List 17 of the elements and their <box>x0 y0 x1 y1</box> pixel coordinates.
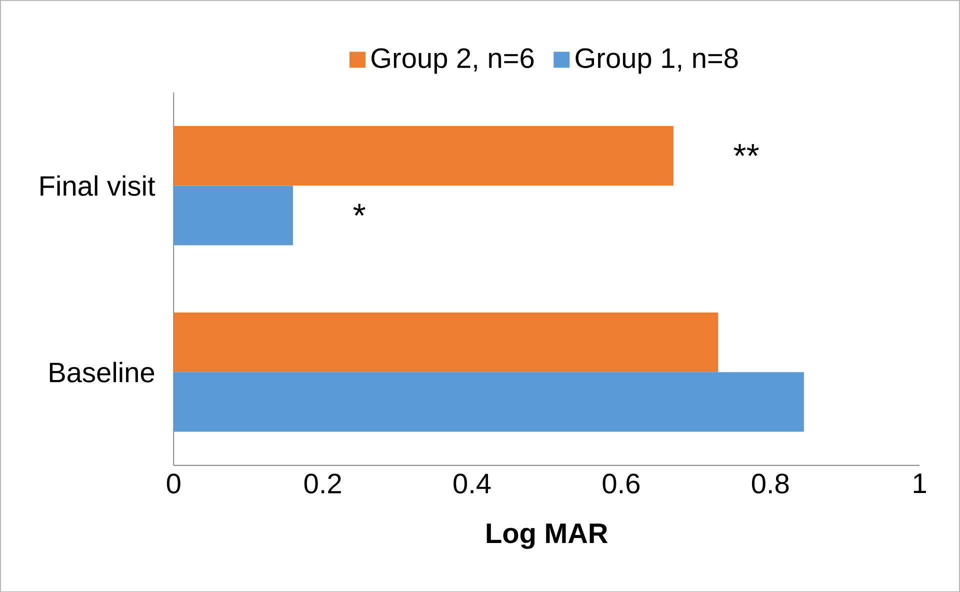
bar <box>174 372 804 432</box>
x-tick-label: 0.2 <box>304 473 341 494</box>
x-tick-label: 0.6 <box>602 473 640 494</box>
bar <box>174 312 718 372</box>
y-tick-label: Baseline <box>50 362 154 382</box>
x-axis-title: Log MAR <box>486 523 608 549</box>
x-tick-label: 0.4 <box>454 473 491 494</box>
legend-label: Group 2, n=6 <box>372 48 534 74</box>
bar <box>174 185 293 246</box>
y-tick-label: Final visit <box>40 175 156 196</box>
x-tick-label: 0.8 <box>752 473 789 494</box>
legend-label: Group 1, n=8 <box>576 48 738 74</box>
x-tick-label: 1 <box>914 473 926 493</box>
x-tick-label: 0 <box>166 473 180 494</box>
annotation: * <box>353 204 366 216</box>
bar <box>174 126 674 186</box>
annotation: ** <box>734 144 759 156</box>
